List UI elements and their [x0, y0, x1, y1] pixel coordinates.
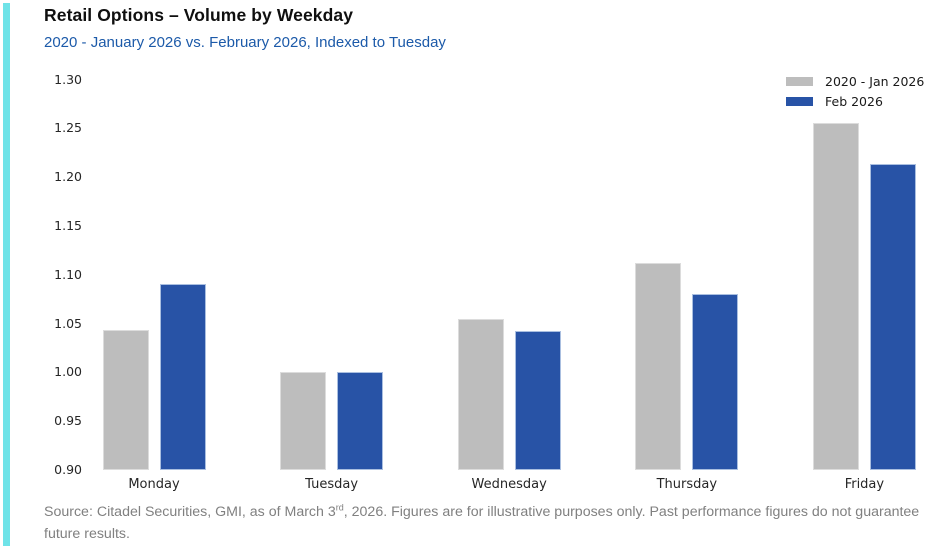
legend-label: Feb 2026 — [825, 93, 883, 109]
source-note: Source: Citadel Securities, GMI, as of M… — [44, 501, 934, 545]
bar-wednesday-hist — [457, 318, 504, 470]
x-axis-label-tuesday: Tuesday — [305, 477, 359, 492]
page-subtitle: 2020 - January 2026 vs. February 2026, I… — [44, 34, 446, 51]
y-axis-tick-label: 0.95 — [54, 413, 82, 429]
source-text: , 2026. Figures are for illustrative pur… — [44, 504, 920, 542]
bar-monday-feb2026 — [159, 283, 206, 470]
y-axis-tick-label: 1.00 — [54, 364, 82, 380]
accent-bar — [3, 3, 10, 546]
legend-item-gray: 2020 - Jan 2026 — [786, 71, 924, 91]
y-axis-tick-label: 0.90 — [54, 462, 82, 477]
legend-item-blue: Feb 2026 — [786, 91, 924, 111]
bar-friday-hist — [812, 123, 859, 470]
bar-tuesday-hist — [280, 372, 327, 470]
source-text: Source: Citadel Securities, GMI, as of M… — [44, 504, 336, 520]
x-axis-label-friday: Friday — [844, 477, 885, 492]
bar-thursday-feb2026 — [692, 294, 739, 470]
legend-swatch-blue — [786, 96, 813, 106]
y-axis-tick-label: 1.30 — [54, 71, 82, 87]
y-axis-tick-label: 1.20 — [54, 169, 82, 185]
legend: 2020 - Jan 2026 Feb 2026 — [786, 71, 924, 111]
bar-wednesday-feb2026 — [514, 331, 561, 470]
page-title: Retail Options – Volume by Weekday — [44, 5, 354, 25]
bar-friday-feb2026 — [869, 164, 916, 470]
x-axis-label-thursday: Thursday — [656, 477, 718, 492]
y-axis-tick-label: 1.05 — [54, 315, 82, 331]
source-superscript: rd — [335, 502, 344, 513]
bar-tuesday-feb2026 — [337, 372, 384, 470]
bar-chart: 0.90 0.95 1.00 1.05 1.10 1.15 1.20 1.25 1.30 Mon… — [0, 60, 938, 500]
bar-monday-hist — [102, 330, 149, 470]
y-axis-tick-label: 1.15 — [54, 217, 82, 233]
x-axis-label-wednesday: Wednesday — [471, 477, 547, 492]
y-axis-tick-label: 1.10 — [54, 266, 82, 282]
bar-thursday-hist — [635, 263, 682, 470]
y-axis-tick-label: 1.25 — [54, 120, 82, 136]
x-axis-label-monday: Monday — [128, 477, 180, 492]
legend-swatch-gray — [786, 76, 813, 86]
legend-label: 2020 - Jan 2026 — [825, 73, 925, 89]
